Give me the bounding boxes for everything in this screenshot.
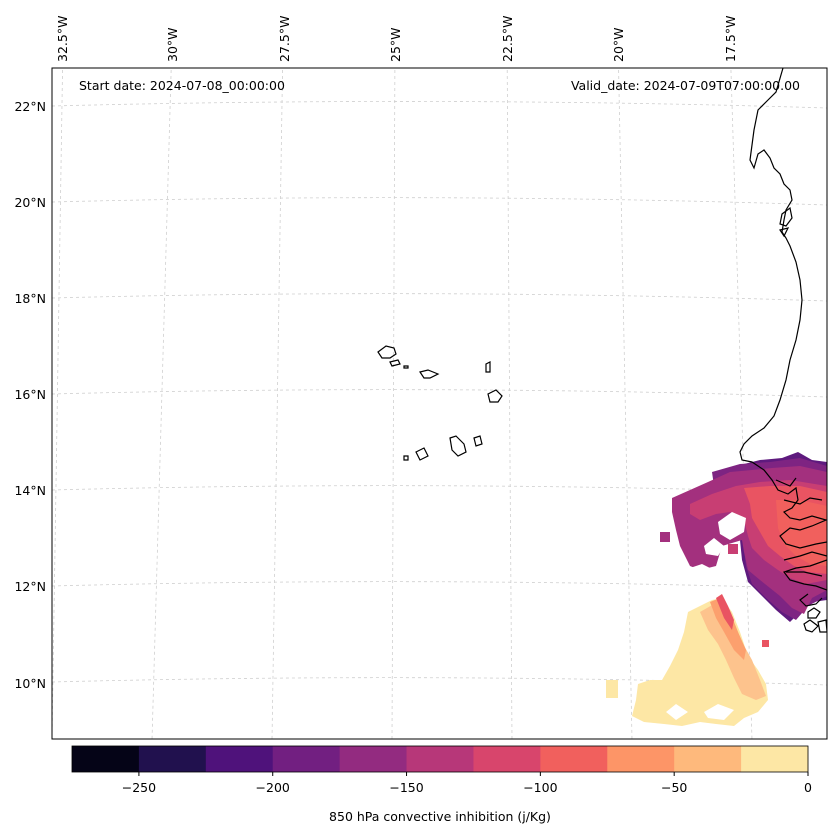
colorbar-label: 850 hPa convective inhibition (j/Kg) xyxy=(329,809,551,824)
lat-label: 16°N xyxy=(14,387,46,402)
colorbar-tick-label: −50 xyxy=(661,780,687,795)
colorbar-segments xyxy=(72,746,809,772)
lon-label: 20°W xyxy=(611,27,626,62)
colorbar-tick-label: 0 xyxy=(804,780,812,795)
lat-label: 22°N xyxy=(14,99,46,114)
colorbar-segment xyxy=(138,746,207,772)
valid-date-label: Valid_date: 2024-07-09T07:00:00.00 xyxy=(571,78,800,93)
colorbar-ticks: −250 −200 −150 −100 −50 0 xyxy=(122,772,812,795)
lon-label: 32.5°W xyxy=(55,16,70,62)
lon-label: 27.5°W xyxy=(277,16,292,62)
cin-region-orange-light xyxy=(710,598,746,660)
latitude-labels: 22°N 20°N 18°N 16°N 14°N 12°N 10°N xyxy=(14,99,46,691)
lat-label: 14°N xyxy=(14,483,46,498)
colorbar-frame xyxy=(71,745,809,773)
lat-label: 20°N xyxy=(14,195,46,210)
island-santo-antao xyxy=(377,345,397,359)
colorbar: −250 −200 −150 −100 −50 0 850 hPa convective … xyxy=(71,745,812,824)
parallel-gridlines xyxy=(52,101,827,686)
lat-label: 12°N xyxy=(14,579,46,594)
cin-contour-fill xyxy=(660,452,827,647)
africa-coastline xyxy=(739,68,827,633)
colorbar-tick-label: −200 xyxy=(256,780,290,795)
lon-label: 17.5°W xyxy=(723,16,738,62)
colorbar-tick-label: −250 xyxy=(122,780,156,795)
cin-contour-fill-south xyxy=(606,594,768,726)
colorbar-segment xyxy=(473,746,541,772)
colorbar-tick-label: −100 xyxy=(523,780,557,795)
colorbar-segment xyxy=(607,746,675,772)
colorbar-segment xyxy=(741,746,809,772)
colorbar-segment xyxy=(272,746,341,772)
colorbar-segment xyxy=(406,746,474,772)
colorbar-segment xyxy=(674,746,742,772)
coastlines xyxy=(377,68,827,633)
colorbar-segment xyxy=(72,746,140,772)
longitude-labels: 32.5°W 30°W 27.5°W 25°W 22.5°W 20°W 17.5… xyxy=(55,16,738,62)
colorbar-tick-label: −150 xyxy=(389,780,423,795)
cin-region-peach xyxy=(700,604,766,700)
lon-label: 30°W xyxy=(165,27,180,62)
lat-label: 18°N xyxy=(14,291,46,306)
map-frame xyxy=(51,67,828,740)
colorbar-segment xyxy=(339,746,408,772)
lon-label: 25°W xyxy=(388,27,403,62)
colorbar-segment xyxy=(540,746,608,772)
start-date-label: Start date: 2024-07-08_00:00:00 xyxy=(79,78,285,93)
colorbar-segment xyxy=(205,746,274,772)
lon-label: 22.5°W xyxy=(500,16,515,62)
lat-label: 10°N xyxy=(14,676,46,691)
